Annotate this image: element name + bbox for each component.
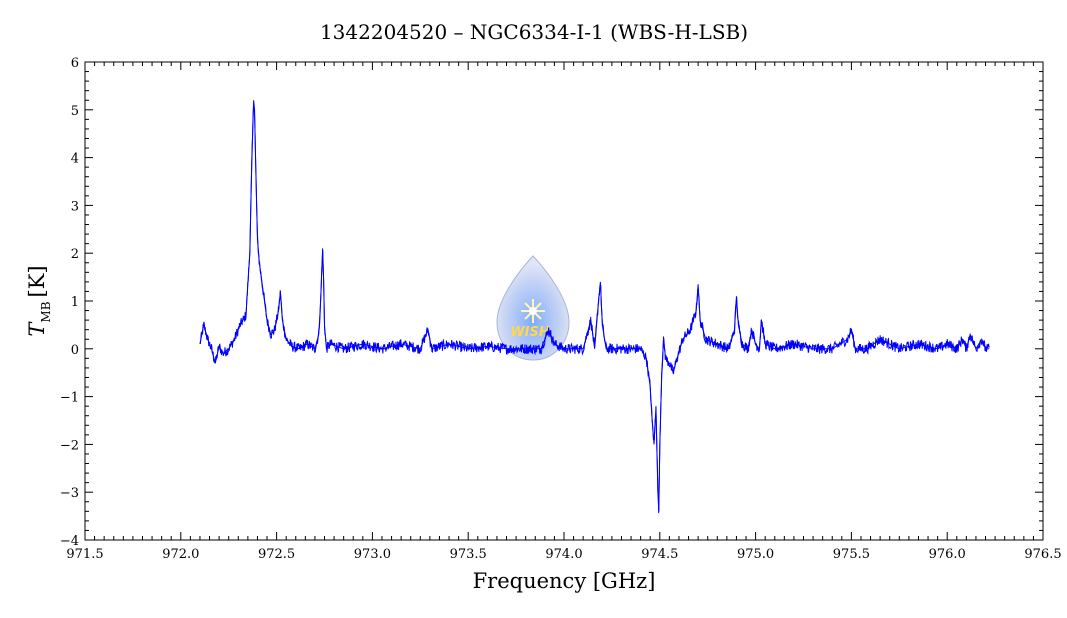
y-tick-label: 1 [71, 295, 79, 310]
x-tick-label: 975.5 [833, 547, 870, 562]
x-axis: 971.5 972.0 972.5 973.0 973.5 974.0 974.5 975.0… [66, 62, 1062, 562]
x-tick-label: 973.0 [354, 547, 391, 562]
sun-star-icon [521, 299, 545, 323]
y-axis-label: TMB [K] [25, 265, 53, 336]
y-axis-label-unit: [K] [25, 265, 49, 297]
y-tick-label: 2 [71, 247, 79, 262]
y-axis: −4 −3 −2 −1 0 1 2 3 4 5 6 [60, 56, 1043, 549]
svg-text:TMB[K]: TMB [K] [25, 265, 53, 336]
x-tick-label: 974.0 [545, 547, 582, 562]
x-tick-label: 975.0 [737, 547, 774, 562]
y-tick-label: −3 [60, 486, 79, 501]
y-tick-label: 3 [71, 199, 79, 214]
x-tick-label: 974.5 [641, 547, 678, 562]
spectrum-line [199, 107, 990, 514]
y-tick-label: 6 [71, 56, 79, 71]
x-tick-label: 976.0 [929, 547, 966, 562]
series-layer [199, 100, 990, 514]
y-tick-label: −1 [60, 391, 79, 406]
y-axis-label-sub: MB [39, 301, 53, 322]
chart-title: 1342204520 – NGC6334-I-1 (WBS-H-LSB) [320, 20, 748, 44]
y-axis-label-main: T [25, 321, 49, 337]
y-tick-label: 5 [71, 104, 79, 119]
y-tick-label: 4 [71, 152, 79, 167]
x-tick-label: 972.0 [162, 547, 199, 562]
y-tick-label: −2 [60, 438, 79, 453]
watermark-logo: WISH [496, 255, 570, 361]
spectrum-envelope [199, 100, 990, 512]
x-tick-label: 976.5 [1024, 547, 1061, 562]
y-tick-label: −4 [60, 534, 79, 549]
x-tick-label: 973.5 [450, 547, 487, 562]
x-tick-label: 972.5 [258, 547, 295, 562]
x-tick-label: 971.5 [66, 547, 103, 562]
y-tick-label: 0 [71, 343, 79, 358]
x-axis-label: Frequency [GHz] [473, 569, 656, 593]
svg-text:WISH: WISH [510, 325, 550, 340]
